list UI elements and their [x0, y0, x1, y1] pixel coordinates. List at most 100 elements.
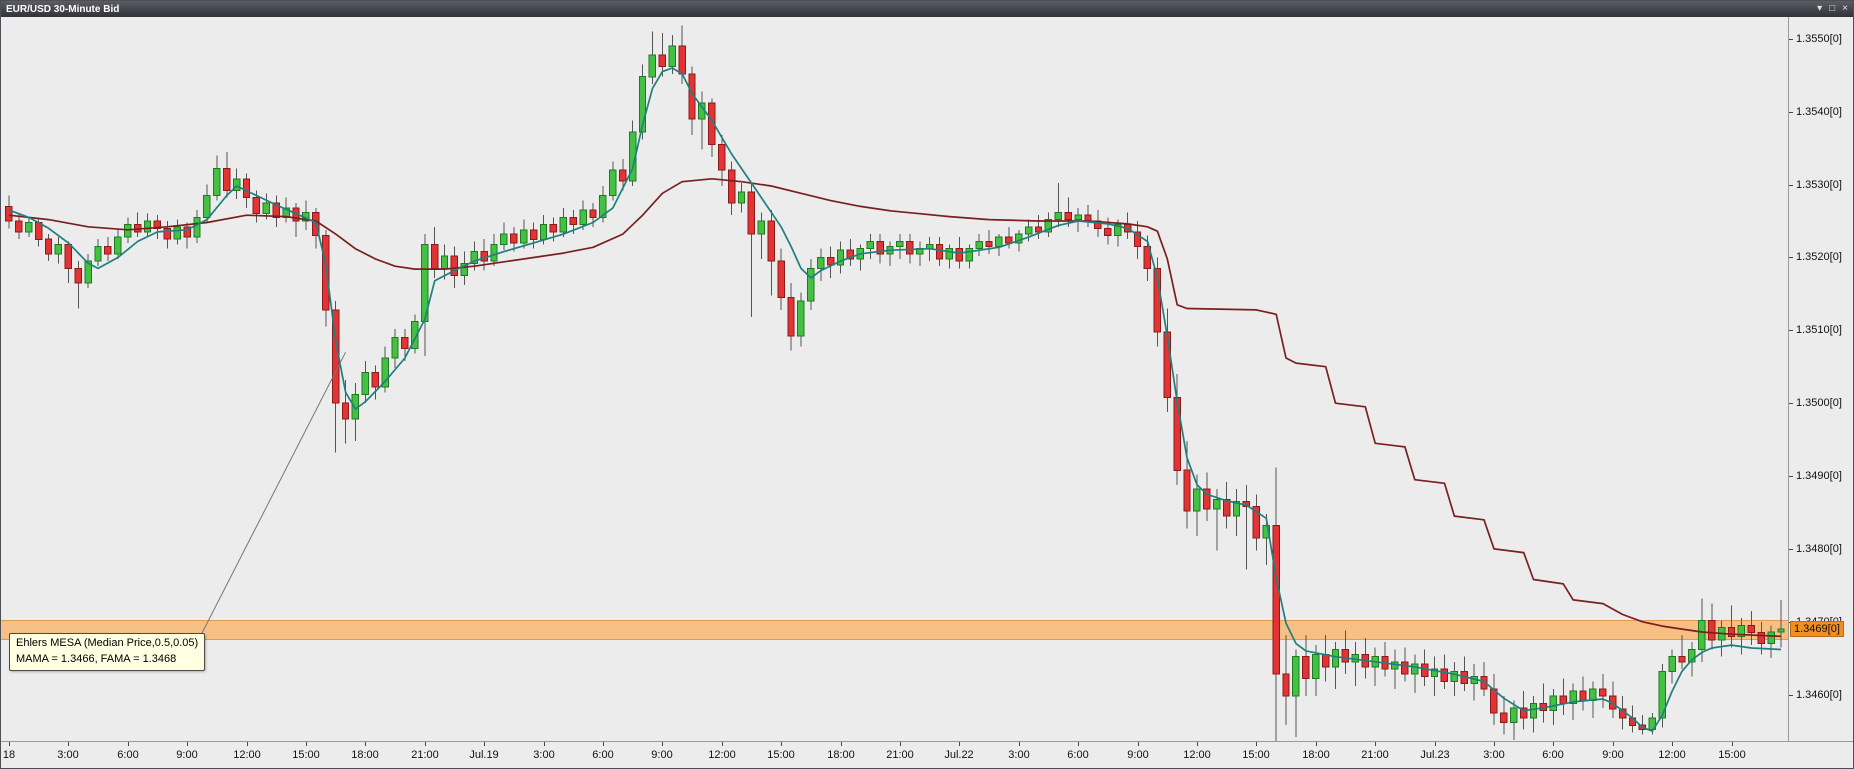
candle-down: [242, 178, 251, 199]
candle-up: [1529, 702, 1538, 719]
time-axis-label: 3:00: [57, 749, 79, 761]
candle-down: [1084, 214, 1092, 222]
candle-down: [74, 267, 82, 284]
chart-plot-area[interactable]: Ehlers MESA (Median Price,0.5,0.05) MAMA…: [1, 17, 1789, 742]
candle-up: [1213, 498, 1221, 510]
time-tick-mark: [1613, 742, 1614, 746]
window-titlebar[interactable]: EUR/USD 30-Minute Bid ▾ □ ×: [1, 1, 1853, 17]
candle-down: [1747, 624, 1755, 634]
candle-up: [361, 372, 370, 396]
candle-up: [1232, 501, 1241, 517]
candle-down: [955, 248, 963, 262]
candle-up: [193, 216, 201, 238]
candle-down: [1678, 656, 1686, 663]
candle-down: [44, 238, 53, 255]
time-axis-label: 18:00: [1302, 749, 1330, 761]
candle-up: [460, 262, 469, 277]
candle-up: [1549, 695, 1557, 712]
candle-up: [124, 224, 132, 238]
tooltip-indicator-values: MAMA = 1.3466, FAMA = 1.3468: [16, 652, 177, 665]
candle-up: [1193, 488, 1201, 512]
price-axis-label: 1.3510[0]: [1796, 324, 1842, 336]
candle-up: [638, 76, 647, 133]
candle-up: [836, 249, 845, 266]
candle-down: [341, 402, 350, 420]
time-tick-mark: [1375, 742, 1376, 746]
time-axis-label: 3:00: [1008, 749, 1030, 761]
chart-canvas[interactable]: [1, 17, 1789, 742]
candle-down: [401, 337, 409, 350]
candle-down: [1420, 663, 1429, 677]
mama-line: [8, 67, 1782, 732]
time-axis-label: 12:00: [233, 749, 261, 761]
candle-down: [529, 229, 538, 240]
time-tick-mark: [68, 742, 69, 746]
candle-down: [1579, 690, 1587, 701]
time-tick-mark: [1435, 742, 1436, 746]
time-axis[interactable]: 18 3:00 6:00 9:00 12:00 15:00 18:00 21:00 Jul.19…: [1, 741, 1853, 768]
fama-line: [8, 177, 1782, 638]
candle-up: [1450, 670, 1458, 682]
candle-up: [599, 195, 607, 218]
price-axis-label: 1.3480[0]: [1796, 543, 1842, 555]
candle-down: [1341, 649, 1350, 663]
candle-down: [826, 257, 835, 266]
candle-down: [1163, 331, 1171, 398]
time-tick-mark: [365, 742, 366, 746]
time-tick-mark: [1494, 742, 1495, 746]
candle-down: [747, 191, 756, 235]
candle-down: [15, 220, 23, 233]
candle-up: [609, 169, 617, 196]
time-tick-mark: [1197, 742, 1198, 746]
time-tick-mark: [247, 742, 248, 746]
price-tick-mark: [1789, 257, 1793, 258]
candle-down: [876, 240, 884, 255]
candle-down: [480, 251, 488, 262]
time-axis-label: 12:00: [1658, 749, 1686, 761]
candle-up: [1589, 688, 1597, 701]
candle-down: [34, 222, 43, 240]
time-axis-label: Jul.19: [469, 749, 499, 761]
price-tick-mark: [1789, 476, 1793, 477]
candle-down: [1203, 488, 1211, 510]
price-axis[interactable]: 1.3550[0] 1.3540[0] 1.3530[0] 1.3520[0] 1.35…: [1788, 17, 1853, 742]
candle-up: [391, 337, 399, 359]
time-axis-label: 18: [2, 749, 16, 761]
candle-down: [985, 240, 993, 247]
time-axis-label: 6:00: [592, 749, 614, 761]
candle-up: [1668, 656, 1676, 672]
candle-up: [945, 248, 954, 260]
candle-down: [777, 260, 785, 299]
candle-up: [1015, 233, 1023, 244]
time-axis-label: 3:00: [1483, 749, 1505, 761]
candle-up: [1054, 211, 1062, 221]
time-axis-label: 6:00: [1542, 749, 1564, 761]
time-tick-mark: [959, 742, 960, 746]
restore-icon[interactable]: □: [1829, 3, 1836, 14]
candle-down: [104, 246, 112, 255]
candle-up: [1569, 690, 1577, 704]
close-icon[interactable]: ×: [1842, 3, 1848, 14]
candle-down: [1440, 668, 1449, 682]
time-tick-mark: [9, 742, 10, 746]
price-axis-label: 1.3460[0]: [1796, 689, 1842, 701]
time-axis-label: 9:00: [651, 749, 673, 761]
candle-down: [430, 243, 439, 269]
time-axis-label: 21:00: [1361, 749, 1389, 761]
candle-up: [1262, 525, 1270, 539]
candle-up: [579, 209, 587, 226]
chart-menu-icon[interactable]: ▾: [1817, 3, 1823, 14]
candle-down: [322, 235, 330, 311]
candle-up: [668, 45, 676, 67]
candle-up: [1044, 219, 1053, 233]
time-tick-mark: [603, 742, 604, 746]
candle-up: [470, 251, 478, 264]
window-title: EUR/USD 30-Minute Bid: [6, 3, 120, 15]
time-axis-label: 3:00: [533, 749, 555, 761]
candle-down: [1133, 231, 1142, 247]
candle-down: [1559, 695, 1567, 704]
time-tick-mark: [781, 742, 782, 746]
candle-down: [1282, 673, 1290, 697]
time-tick-mark: [187, 742, 188, 746]
